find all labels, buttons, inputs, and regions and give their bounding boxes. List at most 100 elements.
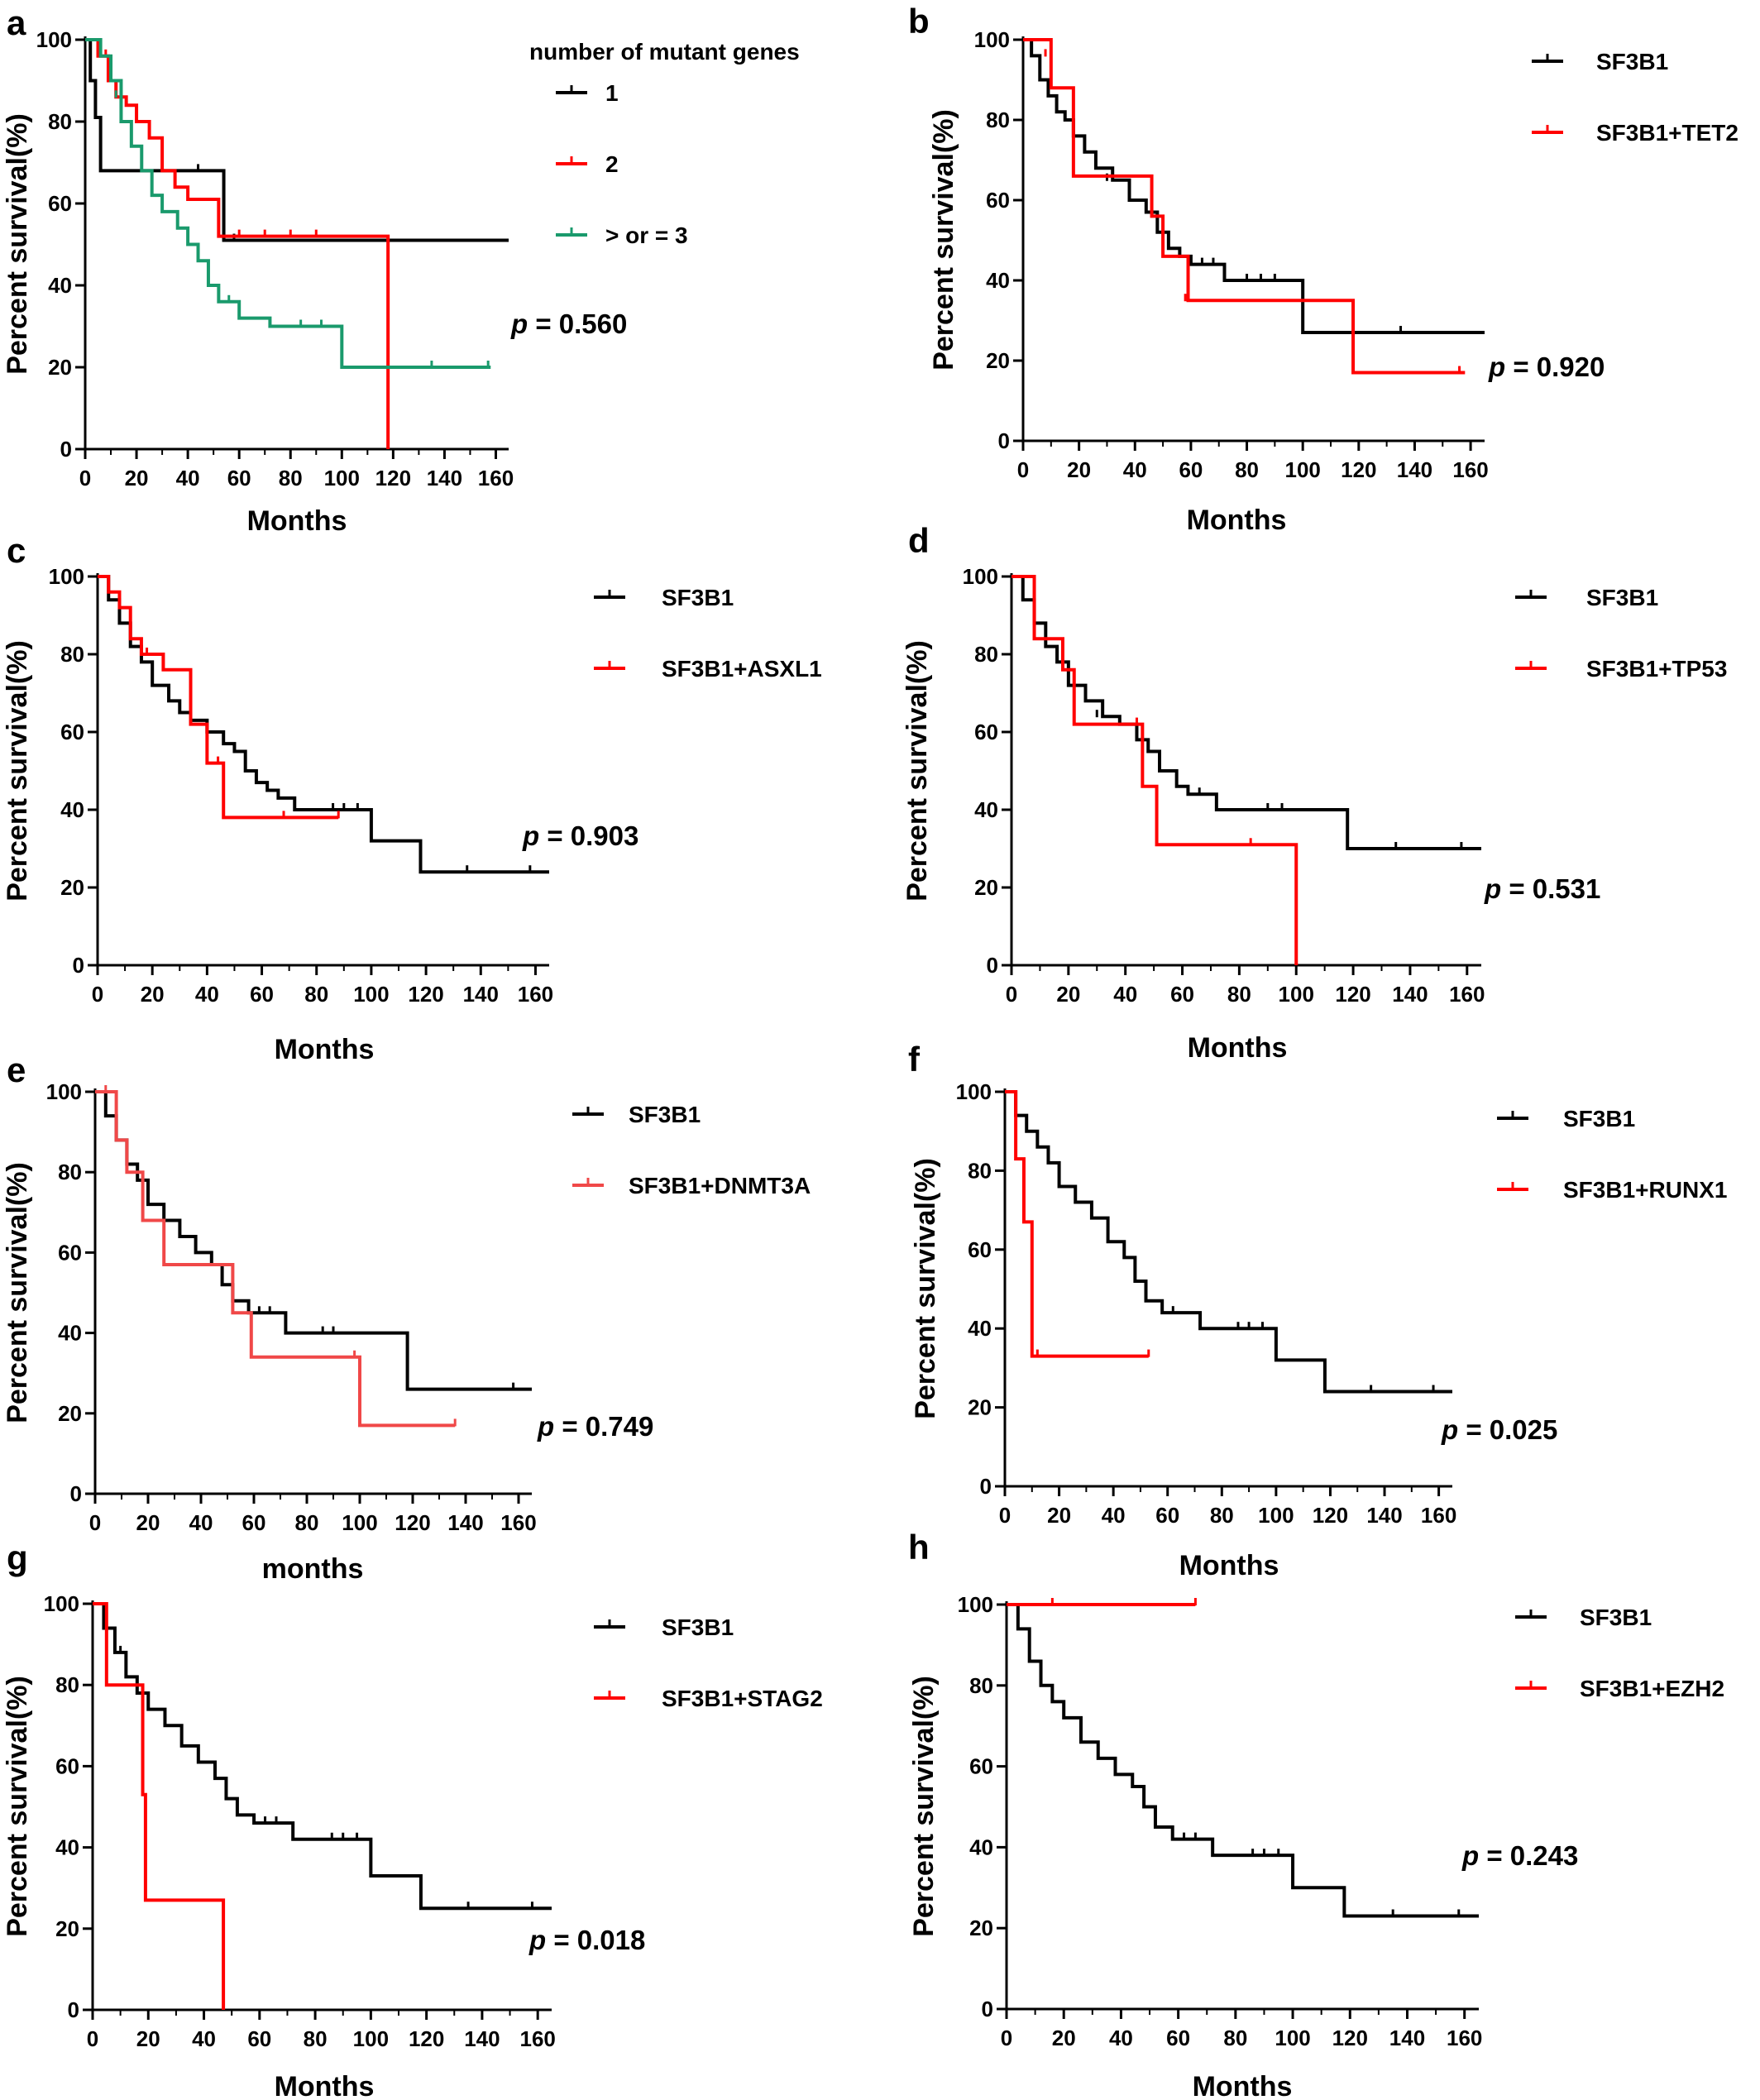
y-tick-label: 40: [974, 797, 998, 822]
survival-curve: [1012, 575, 1481, 850]
y-tick-label: 0: [68, 1997, 79, 2022]
series-sf3b1: SF3B1: [1012, 575, 1658, 850]
series-2: 2: [85, 38, 619, 449]
panel-label: a: [7, 3, 26, 42]
x-tick-label: 60: [242, 1510, 266, 1535]
y-tick-label: 0: [70, 1481, 82, 1506]
y-tick-label: 20: [58, 1401, 82, 1426]
x-tick-label: 80: [1210, 1503, 1234, 1528]
panel-f: f 0 20 40 60 80 100 120 140 160 0 20 40 60 80 100 Months…: [908, 1040, 1727, 1581]
survival-curve: [98, 575, 549, 874]
x-tick-label: 60: [1179, 457, 1203, 482]
survival-curve: [85, 38, 509, 242]
survival-curve: [1012, 575, 1298, 965]
y-tick-label: 60: [48, 191, 72, 216]
y-tick-label: 100: [49, 564, 84, 589]
series-sf3b1-ezh2: SF3B1+EZH2: [1007, 1598, 1724, 1701]
x-tick-label: 160: [1452, 457, 1488, 482]
p-value-label: p = 0.560: [510, 309, 627, 339]
legend-label: SF3B1+TET2: [1596, 120, 1738, 146]
x-tick-label: 80: [1223, 2026, 1247, 2050]
x-tick-label: 0: [87, 2026, 98, 2051]
legend-label: SF3B1+RUNX1: [1563, 1177, 1727, 1203]
series-1: 1: [85, 38, 619, 242]
series-sf3b1: SF3B1: [93, 1602, 734, 1911]
x-tick-label: 0: [92, 982, 103, 1007]
y-tick-label: 0: [982, 1997, 993, 2021]
p-value-label: p = 0.749: [537, 1411, 653, 1442]
x-tick-label: 80: [1227, 982, 1251, 1007]
legend-label: SF3B1: [662, 1614, 734, 1640]
legend-title: number of mutant genes: [529, 39, 800, 65]
y-tick-label: 40: [48, 273, 72, 298]
x-tick-label: 140: [1389, 2026, 1425, 2050]
panel-label: g: [7, 1538, 28, 1577]
y-tick-label: 80: [48, 109, 72, 134]
x-tick-label: 100: [1275, 2026, 1310, 2050]
y-tick-label: 60: [986, 188, 1010, 213]
y-tick-label: 0: [980, 1474, 992, 1499]
y-tick-label: 80: [986, 108, 1010, 132]
x-tick-label: 120: [408, 982, 443, 1007]
y-axis-label: Percent survival(%): [928, 109, 959, 371]
series-sf3b1-tp53: SF3B1+TP53: [1012, 575, 1727, 965]
y-axis-label: Percent survival(%): [2, 1162, 33, 1423]
x-tick-label: 0: [1001, 2026, 1012, 2050]
x-axis-label: Months: [275, 1034, 375, 1065]
x-tick-label: 100: [1284, 457, 1320, 482]
y-tick-label: 40: [968, 1316, 992, 1341]
survival-curve: [1007, 1603, 1479, 1918]
x-tick-label: 80: [295, 1510, 319, 1535]
x-tick-label: 100: [353, 982, 389, 1007]
survival-curve: [93, 1602, 552, 1911]
panel-c: c 0 20 40 60 80 100 120 140 160 0 20 40 60 80 100 Months…: [2, 531, 822, 1065]
y-tick-label: 40: [60, 797, 84, 822]
y-tick-label: 60: [55, 1753, 79, 1778]
x-axis-label: Months: [247, 505, 347, 537]
x-tick-label: 40: [189, 1510, 213, 1535]
legend-label: SF3B1: [1596, 49, 1668, 74]
x-tick-label: 0: [999, 1503, 1011, 1528]
survival-curve: [93, 1602, 226, 2010]
x-tick-label: 120: [375, 466, 411, 490]
x-tick-label: 120: [395, 1510, 430, 1535]
x-tick-label: 100: [1258, 1503, 1294, 1528]
x-tick-label: 160: [1449, 982, 1485, 1007]
x-axis-label: Months: [1187, 505, 1287, 536]
x-tick-label: 120: [1332, 2026, 1368, 2050]
y-tick-label: 100: [36, 27, 72, 52]
panel-d: d 0 20 40 60 80 100 120 140 160 0 20 40 60 80 100 Months…: [902, 521, 1727, 1064]
x-tick-label: 20: [1067, 457, 1091, 482]
legend-label: SF3B1: [1580, 1605, 1652, 1630]
panel-label: b: [908, 2, 930, 41]
x-axis-label: Months: [1193, 2071, 1293, 2100]
y-tick-label: 80: [969, 1673, 993, 1698]
x-tick-label: 140: [463, 982, 499, 1007]
survival-curve: [1023, 38, 1466, 375]
p-value-label: p = 0.243: [1461, 1840, 1578, 1871]
y-tick-label: 20: [969, 1916, 993, 1940]
y-tick-label: 60: [58, 1240, 82, 1265]
x-tick-label: 140: [464, 2026, 500, 2051]
p-value-label: p = 0.903: [522, 820, 638, 851]
y-axis-label: Percent survival(%): [2, 113, 33, 375]
y-tick-label: 80: [58, 1160, 82, 1184]
x-tick-label: 0: [89, 1510, 101, 1535]
series--or-3: > or = 3: [85, 38, 688, 369]
x-tick-label: 100: [1279, 982, 1314, 1007]
panel-a: a 0 20 40 60 80 100 120 140 160 0 20 40 60 80 100 Months…: [2, 3, 800, 537]
y-tick-label: 100: [974, 27, 1010, 52]
x-tick-label: 60: [1166, 2026, 1190, 2050]
x-tick-label: 160: [518, 982, 553, 1007]
x-tick-label: 160: [1447, 2026, 1482, 2050]
y-tick-label: 80: [55, 1672, 79, 1697]
y-axis-label: Percent survival(%): [908, 1676, 940, 1937]
panel-label: d: [908, 521, 930, 560]
y-tick-label: 0: [987, 953, 998, 978]
x-tick-label: 140: [1366, 1503, 1402, 1528]
panel-label: f: [908, 1040, 921, 1079]
x-tick-label: 20: [136, 1510, 160, 1535]
y-axis-label: Percent survival(%): [2, 1676, 33, 1937]
legend-label: SF3B1+TP53: [1586, 656, 1727, 682]
